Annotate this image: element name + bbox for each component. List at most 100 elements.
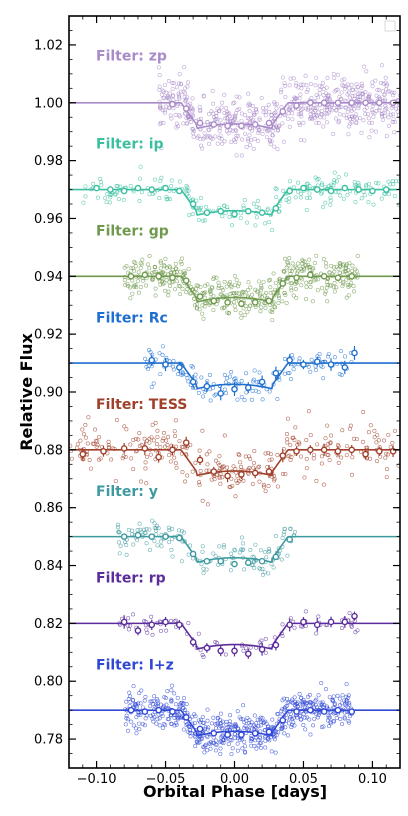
data-point (271, 565, 276, 570)
data-point (307, 196, 312, 201)
data-point (281, 139, 286, 144)
data-point (317, 352, 322, 357)
data-point (115, 522, 120, 527)
binned-point (327, 361, 335, 368)
data-point (297, 122, 302, 127)
binned-point (251, 469, 259, 477)
binned-point (224, 731, 231, 739)
data-point (87, 458, 92, 463)
binned-point (313, 186, 321, 193)
data-point (330, 698, 335, 703)
data-point (332, 178, 337, 183)
data-point (234, 153, 239, 158)
binned-point (217, 647, 225, 655)
data-point (225, 116, 230, 121)
data-point (333, 116, 338, 121)
data-point (158, 539, 163, 544)
data-point (234, 111, 239, 116)
data-point (180, 256, 185, 261)
data-point (283, 472, 288, 477)
data-point (210, 285, 215, 290)
binned-point (155, 453, 162, 461)
data-point (224, 284, 229, 289)
data-point (158, 103, 163, 108)
data-point (291, 367, 296, 372)
data-point (326, 441, 331, 446)
data-point (269, 139, 274, 144)
data-point (302, 715, 307, 720)
data-point (204, 567, 209, 572)
data-point (368, 423, 373, 428)
data-point (106, 439, 111, 444)
data-point (280, 726, 285, 731)
data-point (103, 195, 108, 200)
data-point (149, 614, 154, 619)
binned-point (182, 714, 190, 721)
data-point (289, 268, 294, 273)
data-point (163, 722, 168, 727)
data-point (153, 269, 158, 274)
data-point (147, 547, 152, 552)
data-point (340, 82, 345, 87)
data-point (168, 113, 173, 118)
data-point (154, 526, 159, 531)
data-point (321, 257, 326, 262)
data-point (288, 711, 293, 716)
data-point (218, 751, 223, 756)
binned-point (134, 627, 142, 634)
data-point (240, 717, 245, 722)
data-point (218, 133, 223, 138)
data-point (170, 683, 175, 688)
data-point (169, 548, 174, 553)
data-point (180, 529, 185, 534)
data-point (313, 368, 318, 373)
data-point (83, 435, 88, 440)
data-point (151, 381, 156, 386)
data-point (276, 295, 281, 300)
y-tick-label: 0.84 (34, 559, 63, 574)
data-point (203, 290, 208, 295)
binned-point (286, 187, 293, 195)
data-point (216, 286, 221, 291)
data-point (353, 630, 358, 635)
data-point (181, 121, 186, 126)
data-point (196, 283, 201, 288)
data-point (327, 270, 332, 275)
data-point (328, 97, 333, 102)
data-point (345, 271, 350, 276)
data-point (234, 277, 239, 282)
data-point (227, 119, 232, 124)
data-point (232, 732, 237, 737)
data-point (178, 284, 183, 289)
data-point (164, 355, 169, 360)
data-point (197, 104, 202, 109)
data-point (128, 296, 133, 301)
data-point (69, 456, 74, 461)
data-point (302, 475, 307, 480)
binned-point (169, 274, 176, 282)
data-point (252, 744, 257, 749)
data-point (148, 452, 153, 457)
data-point (308, 82, 313, 87)
data-point (230, 746, 235, 751)
data-point (304, 700, 309, 705)
data-point (223, 116, 228, 121)
data-point (299, 695, 304, 700)
data-point (297, 96, 302, 101)
data-point (173, 434, 178, 439)
data-point (324, 85, 329, 90)
data-point (201, 316, 206, 321)
data-point (187, 213, 192, 218)
data-point (297, 121, 302, 126)
data-point (149, 699, 154, 704)
binned-point (238, 731, 245, 739)
data-point (301, 268, 306, 273)
data-point (349, 281, 354, 286)
data-point (386, 115, 391, 120)
data-point (221, 545, 226, 550)
data-point (267, 128, 272, 133)
data-point (220, 141, 225, 146)
data-point (255, 199, 260, 204)
data-point (160, 352, 165, 357)
data-point (319, 286, 324, 291)
